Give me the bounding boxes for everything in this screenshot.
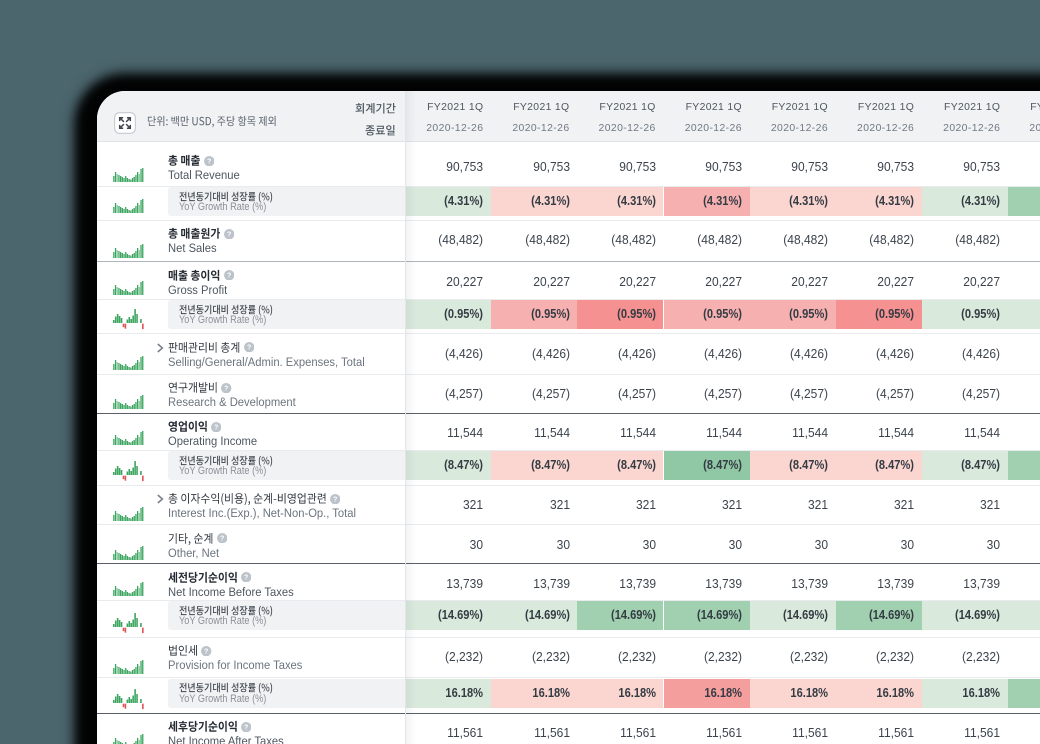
svg-text:?: ?	[220, 535, 224, 543]
svg-text:?: ?	[247, 344, 251, 352]
svg-text:?: ?	[214, 423, 218, 431]
svg-text:?: ?	[227, 272, 231, 280]
svg-text:?: ?	[207, 157, 211, 165]
svg-text:?: ?	[224, 384, 228, 392]
svg-text:?: ?	[227, 230, 231, 238]
svg-text:?: ?	[244, 574, 248, 582]
svg-text:?: ?	[333, 495, 337, 503]
svg-text:?: ?	[244, 723, 248, 731]
svg-text:?: ?	[204, 647, 208, 655]
